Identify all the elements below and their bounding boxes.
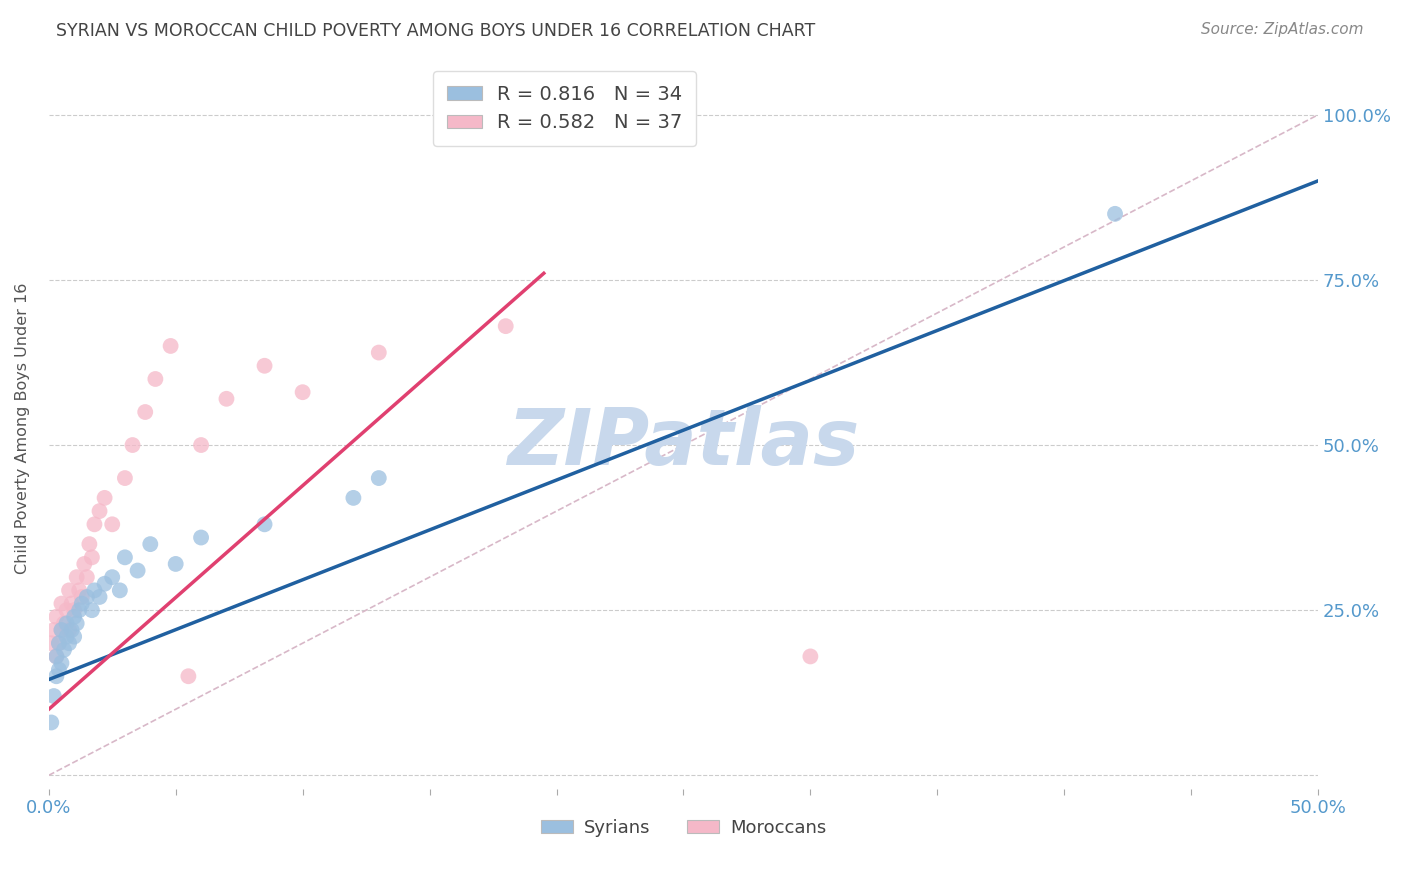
Point xyxy=(73,557,96,571)
Point xyxy=(48,636,70,650)
Y-axis label: Child Poverty Among Boys Under 16: Child Poverty Among Boys Under 16 xyxy=(15,283,30,574)
Point xyxy=(42,689,65,703)
Point xyxy=(76,570,98,584)
Point xyxy=(79,537,101,551)
Point xyxy=(45,649,67,664)
Point xyxy=(67,583,90,598)
Point xyxy=(63,603,86,617)
Point xyxy=(66,616,89,631)
Point xyxy=(66,570,89,584)
Point xyxy=(80,550,103,565)
Point xyxy=(89,504,111,518)
Point xyxy=(48,636,70,650)
Point xyxy=(80,603,103,617)
Point xyxy=(177,669,200,683)
Point xyxy=(101,517,124,532)
Point xyxy=(108,583,131,598)
Text: ZIPatlas: ZIPatlas xyxy=(508,405,859,481)
Point xyxy=(55,630,77,644)
Point xyxy=(93,576,115,591)
Point xyxy=(58,583,80,598)
Point xyxy=(51,623,73,637)
Legend: Syrians, Moroccans: Syrians, Moroccans xyxy=(533,812,834,845)
Point xyxy=(134,405,156,419)
Point xyxy=(121,438,143,452)
Point xyxy=(39,715,62,730)
Text: SYRIAN VS MOROCCAN CHILD POVERTY AMONG BOYS UNDER 16 CORRELATION CHART: SYRIAN VS MOROCCAN CHILD POVERTY AMONG B… xyxy=(56,22,815,40)
Point xyxy=(39,636,62,650)
Point xyxy=(45,649,67,664)
Point xyxy=(53,642,76,657)
Point xyxy=(45,669,67,683)
Point xyxy=(215,392,238,406)
Point xyxy=(190,531,212,545)
Point xyxy=(83,583,105,598)
Point xyxy=(63,609,86,624)
Point xyxy=(165,557,187,571)
Point xyxy=(253,517,276,532)
Point xyxy=(114,471,136,485)
Point xyxy=(139,537,162,551)
Point xyxy=(291,385,314,400)
Point xyxy=(127,564,149,578)
Point xyxy=(51,623,73,637)
Point xyxy=(799,649,821,664)
Point xyxy=(60,623,83,637)
Point xyxy=(53,616,76,631)
Point xyxy=(114,550,136,565)
Point xyxy=(58,623,80,637)
Point xyxy=(63,630,86,644)
Point xyxy=(70,597,93,611)
Text: Source: ZipAtlas.com: Source: ZipAtlas.com xyxy=(1201,22,1364,37)
Point xyxy=(55,603,77,617)
Point xyxy=(1104,207,1126,221)
Point xyxy=(51,656,73,670)
Point xyxy=(60,597,83,611)
Point xyxy=(93,491,115,505)
Point xyxy=(190,438,212,452)
Point xyxy=(89,590,111,604)
Point xyxy=(70,590,93,604)
Point xyxy=(45,609,67,624)
Point xyxy=(101,570,124,584)
Point xyxy=(159,339,181,353)
Point xyxy=(48,663,70,677)
Point xyxy=(76,590,98,604)
Point xyxy=(55,616,77,631)
Point xyxy=(367,345,389,359)
Point xyxy=(145,372,167,386)
Point xyxy=(367,471,389,485)
Point xyxy=(83,517,105,532)
Point xyxy=(67,603,90,617)
Point xyxy=(51,597,73,611)
Point xyxy=(495,319,517,334)
Point xyxy=(42,623,65,637)
Point xyxy=(58,636,80,650)
Point xyxy=(342,491,364,505)
Point xyxy=(253,359,276,373)
